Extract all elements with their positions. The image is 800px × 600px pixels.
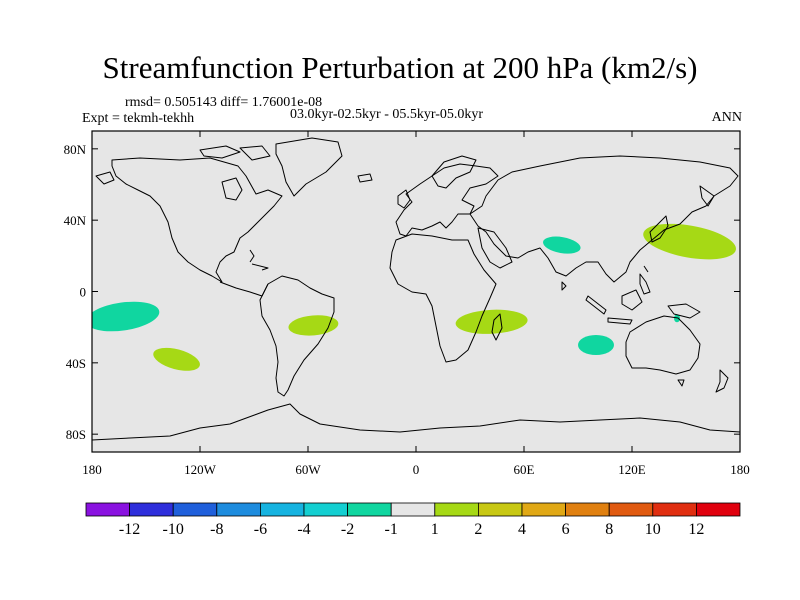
- y-tick-label: 0: [80, 285, 87, 300]
- colorbar-label: -6: [254, 521, 267, 538]
- coast-iceland: [357, 173, 373, 183]
- anomaly-region: [92, 301, 160, 332]
- colorbar-label: 12: [688, 521, 704, 538]
- y-tick-label: 40N: [64, 213, 87, 228]
- y-tick-label: 40S: [66, 356, 86, 371]
- colorbar-swatch: [521, 502, 566, 517]
- x-tick-label: 60W: [295, 462, 321, 477]
- x-tick-label: 180: [82, 462, 102, 477]
- coast-sri-lanka: [561, 281, 567, 291]
- experiment-label: Expt = tekmh-tekhh: [82, 111, 195, 126]
- colorbar-label: -2: [341, 521, 354, 538]
- coast-north-america: [111, 157, 283, 283]
- colorbar-swatch: [390, 502, 436, 517]
- anomaly-region: [643, 223, 736, 260]
- coast-greenland: [275, 137, 343, 197]
- coastlines: [92, 137, 740, 441]
- x-tick-label: 120E: [618, 462, 646, 477]
- anomaly-region: [578, 335, 614, 355]
- coast-new-zealand: [715, 369, 729, 393]
- colorbar-swatch: [129, 502, 174, 517]
- colorbar-swatch: [434, 502, 479, 517]
- colorbar-label: 8: [605, 521, 613, 538]
- coast-cuba: [251, 263, 269, 271]
- colorbar-label: -12: [119, 521, 140, 538]
- x-tick-label: 120W: [184, 462, 217, 477]
- chart-title: Streamfunction Perturbation at 200 hPa (…: [102, 50, 698, 85]
- coast-south-america: [259, 275, 335, 397]
- coast-new-guinea: [667, 303, 701, 319]
- colorbar-label: 4: [518, 521, 526, 538]
- y-tick-label: 80N: [64, 142, 87, 157]
- coast-taiwan: [643, 265, 649, 273]
- coast-asia: [469, 155, 739, 283]
- coast-australia: [625, 315, 701, 375]
- coast-central-america: [219, 281, 269, 297]
- coast-borneo: [621, 289, 643, 311]
- coast-arctic-islands: [199, 145, 271, 161]
- coast-hudson-bay: [221, 177, 243, 201]
- colorbar-label: -4: [297, 521, 310, 538]
- colorbar-swatch: [608, 502, 654, 517]
- colorbar-label: 10: [645, 521, 661, 538]
- coast-florida: [249, 249, 255, 263]
- period-label: 03.0kyr-02.5kyr - 05.5kyr-05.0kyr: [290, 107, 484, 122]
- coast-sumatra: [585, 295, 607, 315]
- coast-madagascar: [491, 313, 503, 341]
- x-tick-label: 180: [730, 462, 750, 477]
- coast-kamchatka: [699, 185, 715, 207]
- colorbar-swatch: [347, 502, 392, 517]
- colorbar-swatch: [85, 502, 130, 517]
- coast-africa: [389, 233, 497, 363]
- y-tick-label: 80S: [66, 427, 86, 442]
- coast-tasmania: [677, 379, 685, 387]
- anomaly-region: [153, 347, 200, 371]
- x-axis: 180 120W 60W 0 60E 120E 180: [82, 131, 750, 477]
- colorbar-label: -10: [163, 521, 184, 538]
- colorbar-label: 1: [431, 521, 439, 538]
- coast-arabian-peninsula: [477, 227, 513, 269]
- anomaly-region: [543, 236, 581, 254]
- coast-britain: [397, 189, 411, 209]
- colorbar-label: 6: [562, 521, 570, 538]
- coast-java: [607, 317, 633, 325]
- colorbar-swatch: [303, 502, 348, 517]
- colorbar-swatch: [565, 502, 610, 517]
- x-tick-label: 60E: [514, 462, 535, 477]
- coast-scandinavia: [431, 155, 477, 189]
- colorbar-label: -1: [385, 521, 398, 538]
- y-axis: 80N 40N 0 40S 80S: [64, 142, 740, 442]
- coast-antarctica: [92, 403, 740, 441]
- colorbar-swatch: [696, 502, 741, 517]
- anomaly-region: [455, 309, 528, 334]
- colorbar-swatch: [172, 502, 218, 517]
- colorbar-label: 2: [474, 521, 482, 538]
- coast-alaska-tip: [95, 171, 115, 185]
- colorbar: -12 -10 -8 -6 -4 -2 -1 1 2 4 6 8 10 12: [85, 502, 741, 538]
- coast-japan: [649, 215, 669, 243]
- colorbar-swatch: [259, 502, 305, 517]
- stats-text: rmsd= 0.505143 diff= 1.76001e-08: [125, 95, 323, 110]
- season-label: ANN: [711, 110, 742, 125]
- x-tick-label: 0: [413, 462, 420, 477]
- colorbar-swatch: [652, 502, 697, 517]
- coast-philippines: [639, 273, 651, 295]
- colorbar-swatch: [216, 502, 261, 517]
- coast-europe: [395, 163, 499, 237]
- colorbar-swatch: [477, 502, 523, 517]
- colorbar-label: -8: [210, 521, 223, 538]
